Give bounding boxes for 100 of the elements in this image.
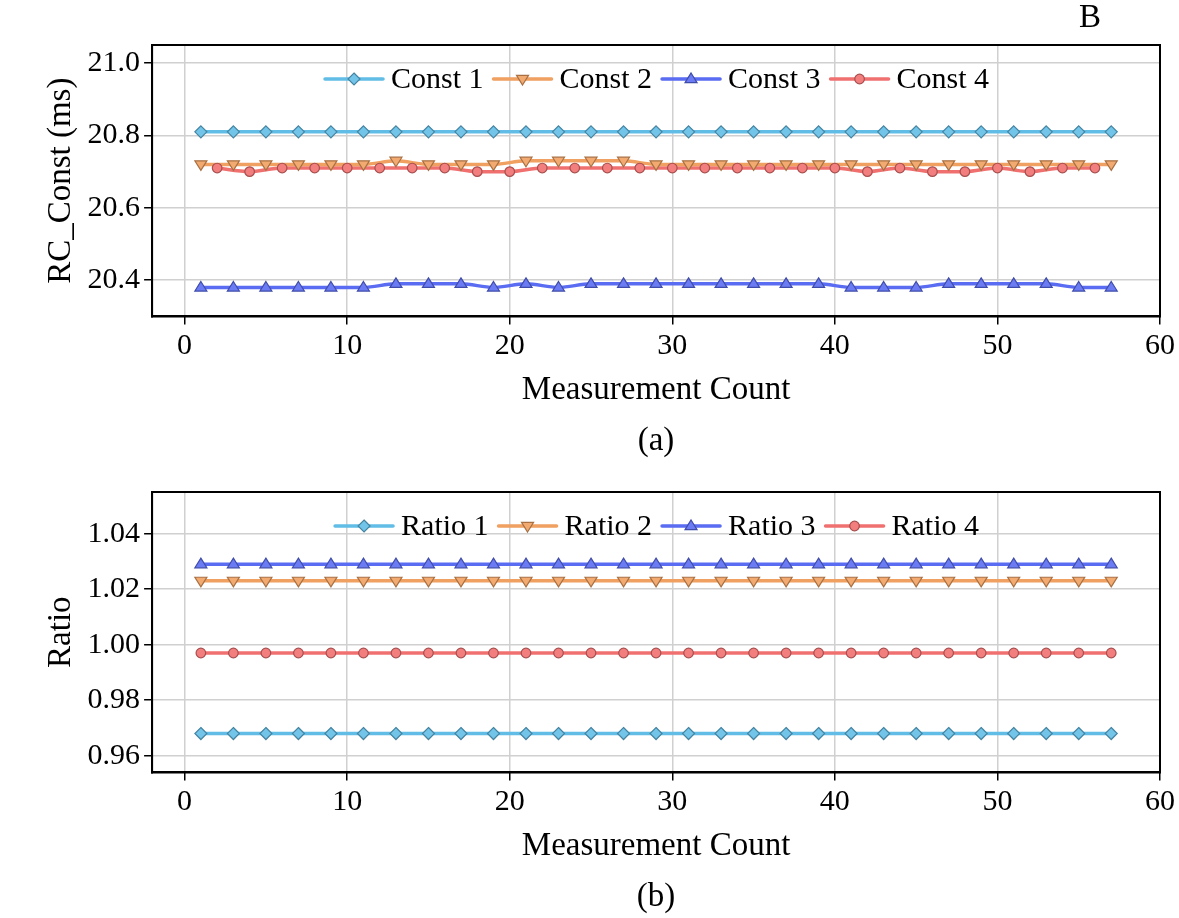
point bbox=[812, 557, 826, 569]
point bbox=[779, 576, 793, 588]
x-tick-label: 10 bbox=[332, 327, 363, 361]
legend-label: Ratio 3 bbox=[728, 507, 816, 541]
point bbox=[259, 557, 273, 569]
text: (a) bbox=[637, 421, 675, 459]
x-tick-label: 0 bbox=[177, 783, 193, 817]
point bbox=[649, 726, 663, 741]
point bbox=[454, 726, 468, 741]
point bbox=[389, 726, 403, 741]
x-tick-label: 40 bbox=[819, 327, 850, 361]
point bbox=[746, 557, 761, 569]
legend-label: Ratio 2 bbox=[564, 507, 653, 541]
point bbox=[942, 557, 956, 569]
point bbox=[812, 726, 826, 741]
point bbox=[454, 557, 468, 569]
point bbox=[1039, 557, 1053, 569]
x-tick-label: 20 bbox=[494, 783, 525, 817]
point bbox=[226, 576, 240, 588]
x-tick-label: 60 bbox=[1145, 327, 1175, 361]
point bbox=[649, 576, 663, 588]
legend-label: Ratio 4 bbox=[891, 507, 980, 541]
x-tick-label: 40 bbox=[819, 783, 850, 817]
point bbox=[845, 647, 857, 659]
point bbox=[1105, 647, 1117, 659]
point bbox=[1073, 647, 1085, 659]
point bbox=[877, 726, 891, 741]
x-tick-label: 0 bbox=[177, 327, 193, 361]
point bbox=[616, 557, 631, 569]
x-tick-label: 50 bbox=[982, 783, 1013, 817]
point bbox=[291, 557, 306, 569]
y-tick-label: 20.6 bbox=[87, 188, 141, 222]
point bbox=[681, 576, 696, 588]
point bbox=[942, 576, 956, 588]
x-tick-label: 10 bbox=[332, 783, 363, 817]
text: (b) bbox=[636, 877, 676, 915]
point bbox=[909, 576, 923, 588]
point bbox=[779, 726, 793, 741]
point bbox=[421, 576, 436, 588]
point bbox=[616, 576, 631, 588]
point bbox=[259, 576, 273, 588]
point bbox=[1104, 557, 1118, 569]
point bbox=[779, 557, 793, 569]
point bbox=[585, 647, 597, 659]
point bbox=[226, 557, 240, 569]
point bbox=[389, 576, 403, 588]
point bbox=[356, 576, 371, 588]
point bbox=[909, 726, 923, 741]
point bbox=[195, 647, 207, 659]
point bbox=[878, 647, 890, 659]
point bbox=[421, 557, 436, 569]
point bbox=[1007, 557, 1021, 569]
point bbox=[551, 557, 566, 569]
point bbox=[260, 647, 272, 659]
point bbox=[746, 576, 761, 588]
point bbox=[551, 726, 566, 741]
point bbox=[910, 647, 922, 659]
point bbox=[358, 647, 369, 659]
x-tick-label: 20 bbox=[494, 327, 525, 361]
point bbox=[714, 726, 728, 741]
point bbox=[356, 726, 371, 741]
point bbox=[291, 726, 306, 741]
point bbox=[681, 726, 696, 741]
point bbox=[1039, 576, 1053, 588]
point bbox=[584, 726, 598, 741]
point bbox=[390, 647, 402, 659]
point bbox=[1008, 647, 1020, 659]
y-tick-label: 0.98 bbox=[87, 681, 141, 715]
point bbox=[454, 576, 468, 588]
point bbox=[943, 647, 955, 659]
point bbox=[649, 557, 663, 569]
y-tick-label: 1.04 bbox=[87, 514, 141, 548]
point bbox=[974, 557, 988, 569]
y-tick-label: 20.8 bbox=[87, 116, 141, 150]
point bbox=[389, 557, 403, 569]
y-tick-label: 0.96 bbox=[87, 736, 141, 770]
y-tick-label: 1.00 bbox=[87, 625, 141, 659]
point bbox=[942, 726, 956, 741]
point bbox=[1007, 726, 1021, 741]
point bbox=[486, 576, 501, 588]
point bbox=[486, 726, 501, 741]
x-tick-label: 30 bbox=[657, 783, 688, 817]
legend-label: Const 3 bbox=[728, 60, 821, 94]
x-tick-label: 60 bbox=[1145, 783, 1175, 817]
text: B bbox=[1078, 0, 1102, 35]
point bbox=[844, 726, 858, 741]
x-axis-title: Measurement Count bbox=[521, 369, 791, 406]
point bbox=[715, 647, 727, 659]
point bbox=[618, 647, 629, 659]
legend-label: Ratio 1 bbox=[401, 507, 489, 541]
point bbox=[194, 576, 208, 588]
x-tick-label: 50 bbox=[982, 327, 1013, 361]
point bbox=[780, 647, 792, 659]
point bbox=[681, 557, 696, 569]
legend-label: Const 2 bbox=[559, 60, 653, 94]
y-tick-label: 1.02 bbox=[87, 570, 141, 604]
point bbox=[813, 647, 825, 659]
point bbox=[226, 726, 240, 741]
point bbox=[486, 557, 501, 569]
y-axis-title: Ratio bbox=[41, 596, 78, 668]
